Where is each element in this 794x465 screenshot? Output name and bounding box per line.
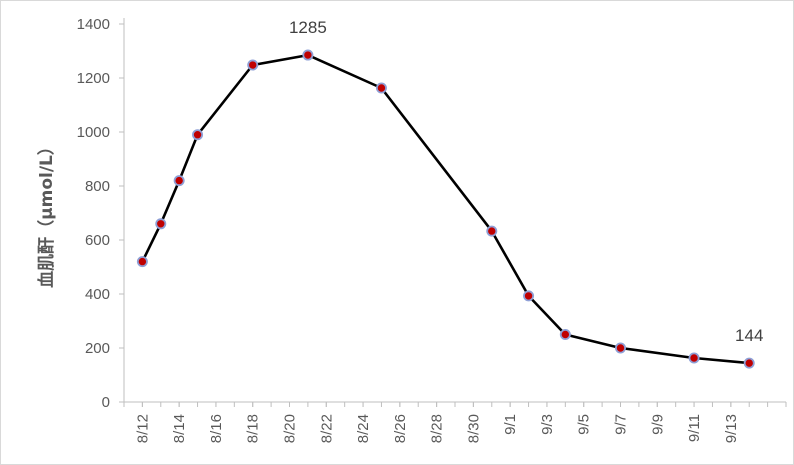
x-tick-label: 8/12 (134, 414, 151, 443)
x-tick-label: 8/20 (282, 414, 299, 443)
x-tick-label: 8/26 (392, 414, 409, 443)
x-tick-label: 8/14 (171, 414, 188, 443)
data-point-marker (486, 225, 498, 237)
y-tick-label: 200 (85, 340, 110, 357)
x-tick-label: 9/9 (649, 414, 666, 435)
x-tick-label: 8/28 (429, 414, 446, 443)
y-axis: 0 200 400 600 800 1000 1200 1400 (77, 16, 125, 411)
y-tick-label: 1000 (77, 124, 110, 141)
x-axis: 8/12 8/14 8/16 8/18 8/20 8/22 8/24 8/26 8/28 8/30… (123, 401, 787, 443)
data-labels: 1285 144 (289, 18, 763, 345)
data-point-marker (743, 357, 755, 369)
x-tick-label: 9/7 (613, 414, 630, 435)
x-tick-label: 8/22 (318, 414, 335, 443)
x-tick-label: 8/30 (465, 414, 482, 443)
data-point-marker (173, 175, 185, 187)
data-point-marker (192, 129, 204, 141)
data-point-marker (155, 218, 167, 230)
x-tick-label: 9/3 (539, 414, 556, 435)
x-tick-label: 9/13 (723, 414, 740, 443)
x-tick-label: 8/16 (208, 414, 225, 443)
y-tick-label: 600 (85, 232, 110, 249)
y-tick-label: 800 (85, 178, 110, 195)
data-point-marker (302, 49, 314, 61)
series-line (141, 53, 750, 365)
y-tick-label: 1200 (77, 70, 110, 87)
x-tick-label: 9/1 (502, 414, 519, 435)
y-axis-title: 血肌酐（μmol/L） (36, 138, 57, 288)
x-tick-label: 8/18 (245, 414, 262, 443)
x-tick-label: 8/24 (355, 414, 372, 443)
series-group (136, 49, 755, 369)
y-tick-label: 0 (102, 394, 110, 411)
data-point-marker (688, 352, 700, 364)
y-tick-label: 400 (85, 286, 110, 303)
data-point-marker (375, 82, 387, 94)
data-label: 1285 (289, 18, 327, 37)
data-label: 144 (735, 326, 763, 345)
data-point-marker (559, 328, 571, 340)
data-point-marker (615, 342, 627, 354)
data-point-marker (136, 256, 148, 268)
y-tick-label: 1400 (77, 16, 110, 33)
data-point-marker (247, 59, 259, 71)
data-point-marker (523, 290, 535, 302)
x-tick-label: 9/11 (686, 414, 703, 442)
x-tick-label: 9/5 (576, 414, 593, 435)
